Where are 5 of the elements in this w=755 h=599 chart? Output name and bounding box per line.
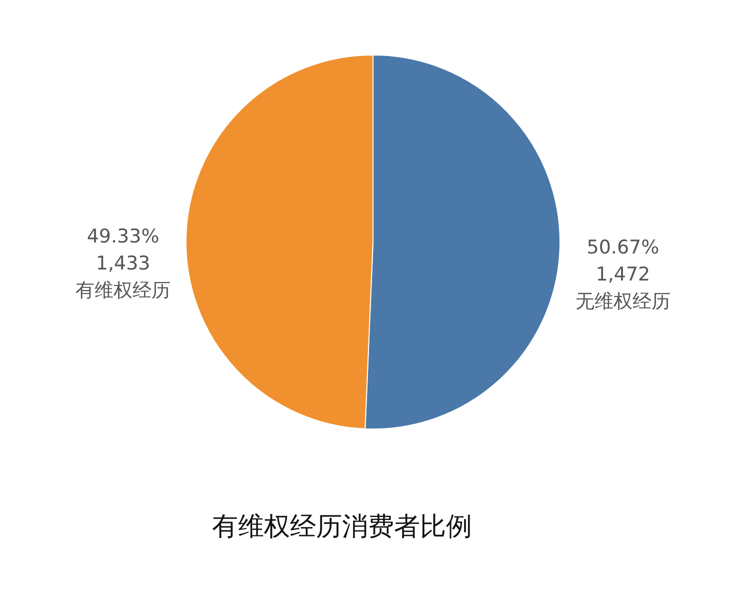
text: 有维权经历消费者比例: [212, 512, 472, 542]
slice-label: 无维权经历: [575, 290, 670, 312]
slice-label: 有维权经历: [76, 280, 171, 302]
data-label: 49.33% 1,433: [86, 226, 160, 275]
data-label: 50.67% 1,472: [586, 236, 660, 286]
